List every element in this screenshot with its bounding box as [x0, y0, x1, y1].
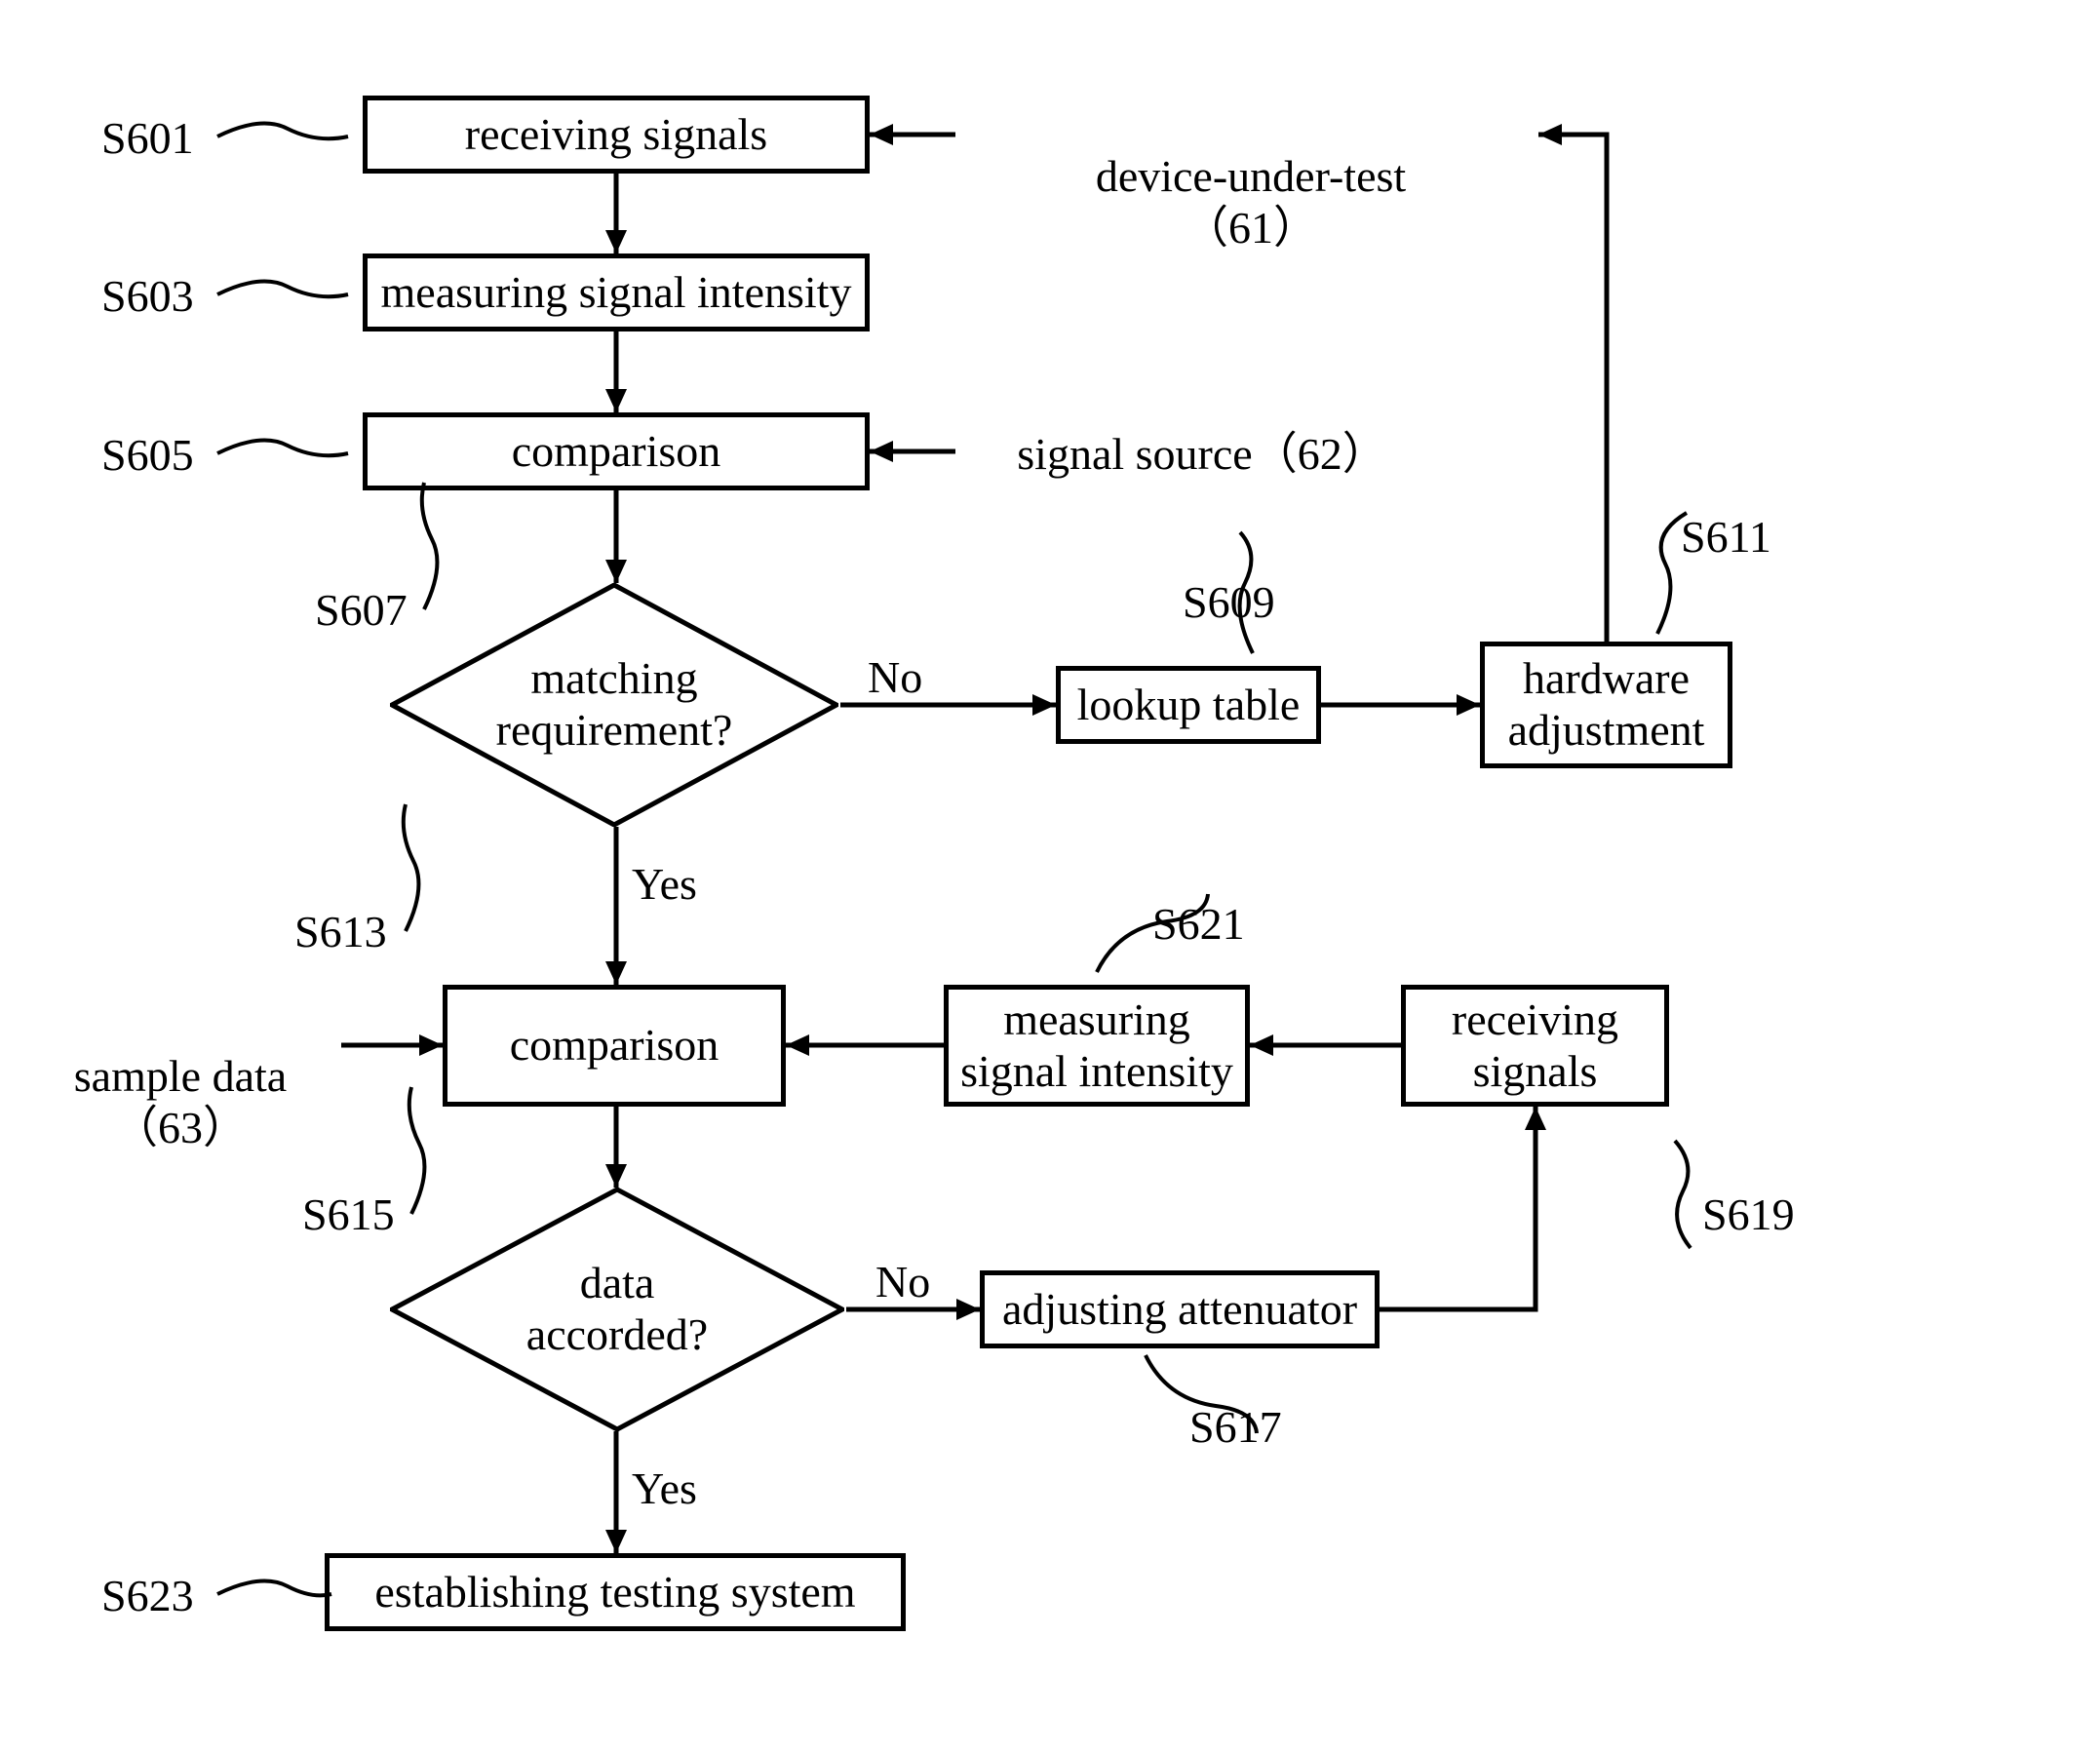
node-s615-label: data accorded?	[526, 1258, 708, 1361]
node-s621: measuring signal intensity	[944, 985, 1250, 1107]
node-s603-label: measuring signal intensity	[381, 267, 852, 319]
edge-label-s615-yes: Yes	[632, 1462, 697, 1514]
node-s609-label: lookup table	[1077, 680, 1301, 731]
node-s619: receiving signals	[1401, 985, 1669, 1107]
step-label-s601: S601	[101, 113, 194, 165]
text-signal-source: signal source（62）	[968, 429, 1436, 481]
step-label-s611: S611	[1681, 512, 1771, 564]
node-s621-label: measuring signal intensity	[956, 994, 1237, 1098]
node-s607-label: matching requirement?	[496, 653, 733, 757]
step-label-s617: S617	[1189, 1402, 1282, 1454]
node-s611-label: hardware adjustment	[1493, 653, 1720, 757]
node-s613-label: comparison	[510, 1020, 719, 1072]
node-s605: comparison	[363, 412, 870, 490]
edge-label-s607-no: No	[868, 651, 922, 703]
node-s613: comparison	[443, 985, 786, 1107]
step-label-s621: S621	[1152, 899, 1245, 951]
step-label-s613: S613	[294, 907, 387, 958]
node-s601: receiving signals	[363, 96, 870, 174]
node-s605-label: comparison	[512, 426, 721, 478]
step-label-s605: S605	[101, 430, 194, 482]
node-s607: matching requirement?	[390, 583, 838, 827]
node-s615: data accorded?	[390, 1188, 844, 1431]
node-s623: establishing testing system	[325, 1553, 906, 1631]
node-s623-label: establishing testing system	[374, 1567, 855, 1618]
text-dut-label: device-under-test （61）	[1096, 151, 1406, 253]
text-device-under-test: device-under-test （61）	[968, 99, 1534, 254]
flowchart-edges	[0, 0, 2100, 1754]
edge-label-s615-no: No	[875, 1256, 930, 1307]
step-label-s615: S615	[302, 1189, 395, 1241]
step-label-s609: S609	[1183, 577, 1275, 629]
node-s617: adjusting attenuator	[980, 1270, 1380, 1348]
text-sampledata-label: sample data （63）	[74, 1051, 287, 1152]
node-s619-label: receiving signals	[1414, 994, 1656, 1098]
node-s609: lookup table	[1056, 666, 1321, 744]
node-s603: measuring signal intensity	[363, 253, 870, 331]
step-label-s607: S607	[315, 585, 408, 637]
node-s617-label: adjusting attenuator	[1002, 1284, 1357, 1336]
text-sigsrc-label: signal source（62）	[1017, 429, 1386, 479]
edge-label-s607-yes: Yes	[632, 858, 697, 910]
step-label-s619: S619	[1702, 1189, 1795, 1241]
step-label-s623: S623	[101, 1571, 194, 1622]
text-sample-data: sample data （63）	[19, 999, 341, 1154]
node-s601-label: receiving signals	[465, 109, 767, 161]
step-label-s603: S603	[101, 271, 194, 323]
node-s611: hardware adjustment	[1480, 642, 1732, 768]
